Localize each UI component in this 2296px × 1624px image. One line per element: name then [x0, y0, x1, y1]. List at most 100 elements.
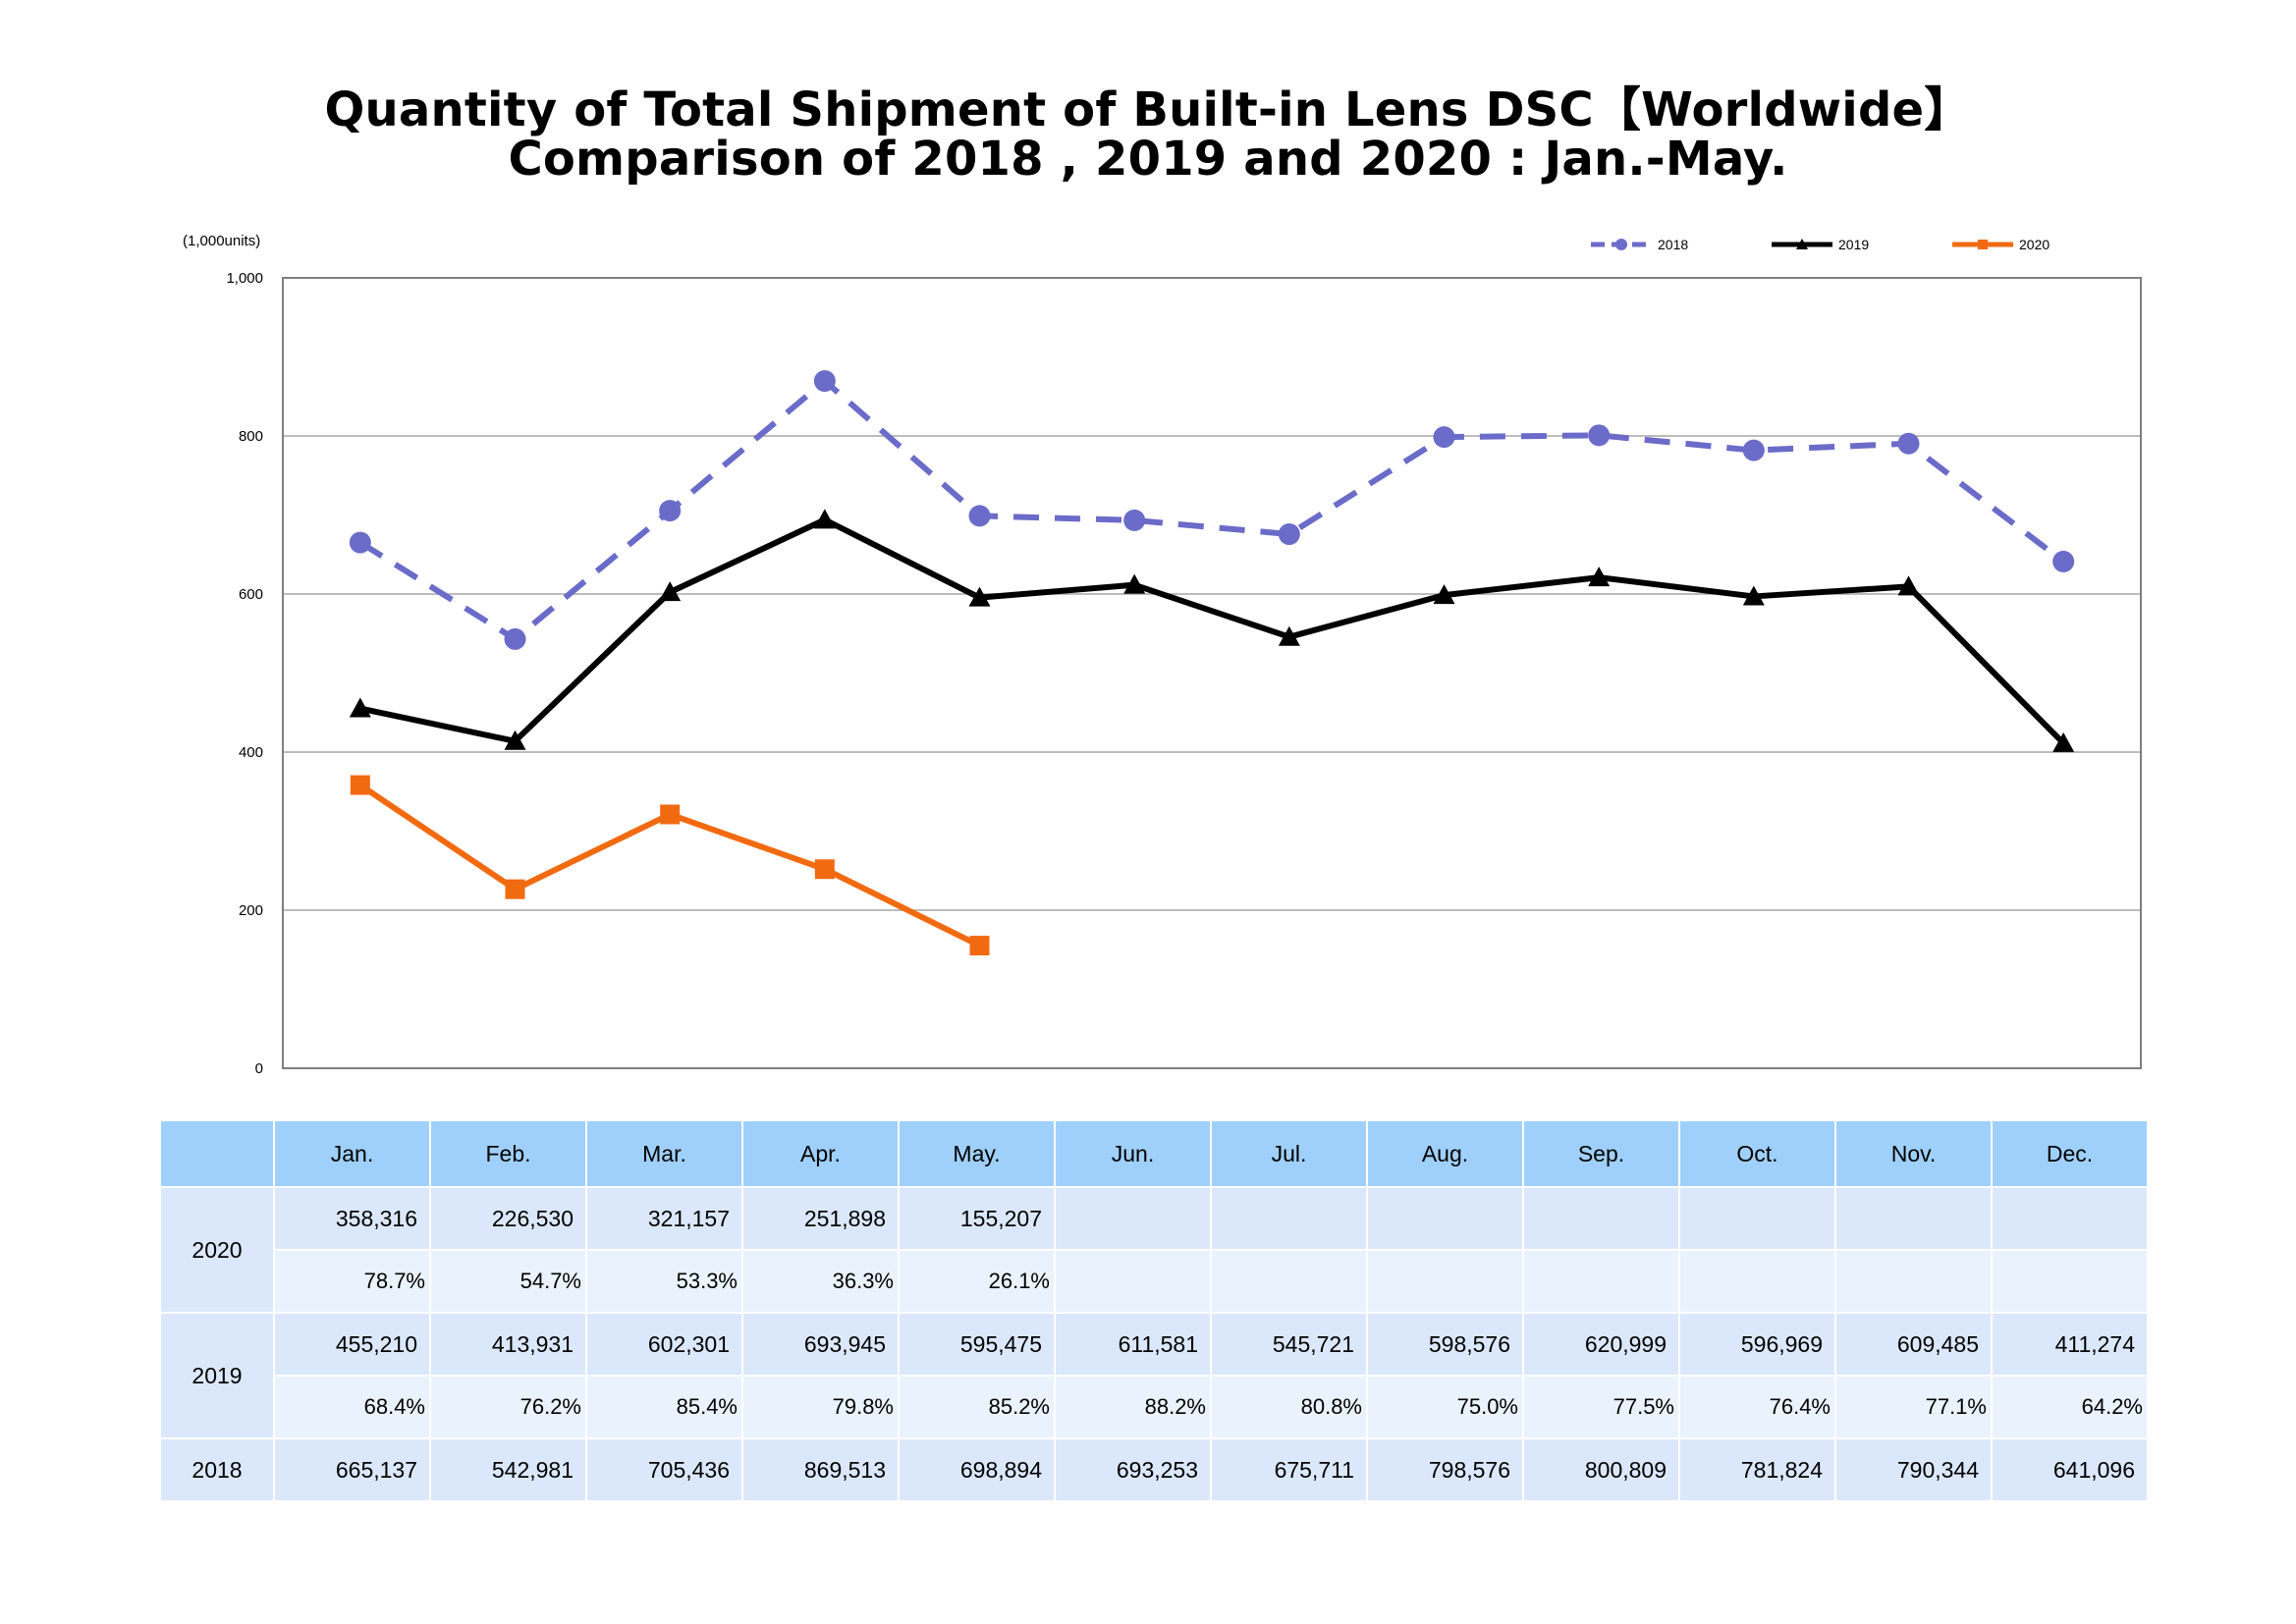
table-ratio-cell: 85.2%: [898, 1375, 1056, 1439]
data-point-2018: [1742, 439, 1765, 461]
table-value-cell: 675,711: [1210, 1437, 1368, 1502]
table-row: 2018 665,137 542,981 705,436 869,513 698,894 6…: [159, 1437, 2149, 1502]
table-ratio-cell: 64.2%: [1991, 1375, 2149, 1439]
legend-item-2019: 2019: [1772, 237, 1869, 252]
table-value-cell: [1522, 1186, 1680, 1251]
table-header-row: Jan. Feb. Mar. Apr. May. Jun. Jul. Aug. Sep. Oct.…: [159, 1119, 2149, 1188]
table-month-header: May.: [898, 1119, 1056, 1188]
data-table: Jan. Feb. Mar. Apr. May. Jun. Jul. Aug. Sep. Oct.…: [159, 1119, 2149, 1502]
legend-label-2018: 2018: [1658, 237, 1688, 252]
table-ratio-cell: [1522, 1249, 1680, 1314]
table-value-cell: 596,969: [1678, 1312, 1836, 1377]
table-value-cell: 542,981: [429, 1437, 587, 1502]
series-2019: [349, 509, 2075, 752]
table-ratio-cell: 78.7%: [273, 1249, 431, 1314]
table-row: 68.4% 76.2% 85.4% 79.8% 85.2% 88.2% 80.8% 75.0%…: [160, 1375, 2149, 1439]
data-point-2020: [350, 775, 370, 795]
table-value-cell: 800,809: [1522, 1437, 1680, 1502]
data-point-2020: [505, 879, 525, 899]
data-point-2018: [968, 505, 991, 527]
y-axis-ticks: 0 200 400 600 800 1,000: [226, 270, 263, 1077]
table-ratio-cell: [1366, 1249, 1524, 1314]
table-ratio-cell: [1678, 1249, 1836, 1314]
table-value-cell: 413,931: [429, 1312, 587, 1377]
grid-lines: [283, 435, 2141, 911]
y-tick-label: 400: [239, 744, 263, 761]
data-point-2019: [1278, 625, 1300, 646]
data-point-2018: [1278, 523, 1300, 546]
data-point-2019: [504, 730, 526, 750]
table-month-header: Mar.: [585, 1119, 743, 1188]
table-month-header: Jun.: [1054, 1119, 1212, 1188]
table-value-cell: [1054, 1186, 1212, 1251]
table-value-cell: 698,894: [898, 1437, 1056, 1502]
data-point-2018: [349, 531, 371, 554]
data-point-2018: [813, 370, 836, 393]
table-month-header: Jul.: [1210, 1119, 1368, 1188]
legend-item-2018: 2018: [1591, 237, 1688, 252]
table-value-cell: 693,945: [741, 1312, 900, 1377]
table-ratio-cell: [1991, 1249, 2149, 1314]
data-point-2020: [660, 804, 681, 825]
data-point-2019: [2052, 731, 2075, 752]
table-value-cell: 790,344: [1834, 1437, 1993, 1502]
table-ratio-cell: 53.3%: [585, 1249, 743, 1314]
table-value-cell: 665,137: [273, 1437, 431, 1502]
table-year-label: 2020: [159, 1186, 275, 1314]
table-value-cell: 602,301: [585, 1312, 743, 1377]
table-value-cell: 358,316: [273, 1186, 431, 1251]
legend-item-2020: 2020: [1952, 237, 2050, 252]
y-tick-label: 200: [239, 902, 263, 919]
data-point-2019: [1897, 575, 1920, 596]
table-ratio-cell: 76.4%: [1678, 1375, 1836, 1439]
table-year-label: 2019: [159, 1312, 275, 1439]
y-tick-label: 600: [239, 586, 263, 603]
table-row: 2019 455,210 413,931 602,301 693,945 595,475 6…: [159, 1312, 2149, 1439]
table-value-cell: 620,999: [1522, 1312, 1680, 1377]
data-point-2018: [2052, 550, 2075, 572]
table-value-cell: 595,475: [898, 1312, 1056, 1377]
table-month-header: Sep.: [1522, 1119, 1680, 1188]
data-point-2018: [659, 500, 682, 522]
legend-label-2019: 2019: [1838, 237, 1869, 252]
table-ratio-cell: 76.2%: [429, 1375, 587, 1439]
table-value-cell: 641,096: [1991, 1437, 2149, 1502]
legend-marker-2020: [1978, 240, 1988, 249]
table-ratio-cell: 85.4%: [585, 1375, 743, 1439]
table-value-cell: 611,581: [1054, 1312, 1212, 1377]
data-point-2018: [504, 627, 526, 650]
data-point-2019: [1433, 584, 1455, 605]
table-ratio-cell: 77.5%: [1522, 1375, 1680, 1439]
series-2020: [350, 775, 990, 956]
table-ratio-cell: 54.7%: [429, 1249, 587, 1314]
legend-marker-2019: [1796, 239, 1808, 249]
y-tick-label: 1,000: [226, 270, 263, 287]
data-point-2019: [1588, 567, 1611, 587]
table-value-cell: 693,253: [1054, 1437, 1212, 1502]
data-point-2018: [1433, 426, 1455, 449]
data-point-2018: [1588, 424, 1611, 447]
table-month-header: Jan.: [273, 1119, 431, 1188]
table-month-header: Apr.: [741, 1119, 900, 1188]
series-line-2019: [359, 516, 2066, 746]
table-value-cell: [1210, 1186, 1368, 1251]
table-ratio-cell: 36.3%: [741, 1249, 900, 1314]
data-point-2020: [814, 859, 835, 880]
y-tick-label: 800: [239, 428, 263, 445]
table-ratio-cell: 26.1%: [898, 1249, 1056, 1314]
data-point-2019: [1123, 573, 1146, 594]
table-value-cell: 869,513: [741, 1437, 900, 1502]
legend-marker-2018: [1615, 239, 1627, 250]
table-ratio-cell: 75.0%: [1366, 1375, 1524, 1439]
table-ratio-cell: [1210, 1249, 1368, 1314]
data-point-2019: [968, 586, 991, 607]
table-month-header: Feb.: [429, 1119, 587, 1188]
table-value-cell: [1366, 1186, 1524, 1251]
table-value-cell: 781,824: [1678, 1437, 1836, 1502]
table-value-cell: 321,157: [585, 1186, 743, 1251]
table-value-cell: 798,576: [1366, 1437, 1524, 1502]
data-point-2019: [1742, 585, 1765, 606]
table-year-label: 2018: [159, 1437, 275, 1502]
chart-title-line2: Comparison of 2018 , 2019 and 2020 : Jan…: [508, 132, 1788, 187]
table-month-header: Oct.: [1678, 1119, 1836, 1188]
